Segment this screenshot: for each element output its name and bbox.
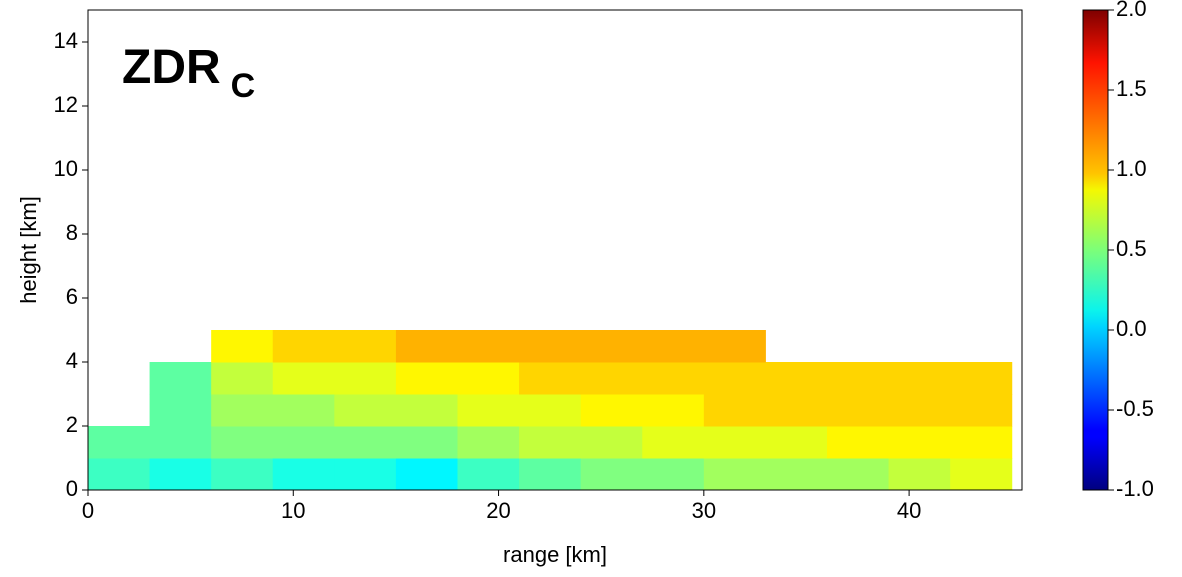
heatmap-cell — [765, 458, 828, 491]
heatmap-cell — [334, 394, 397, 427]
annotation-subscript: C — [231, 67, 256, 105]
heatmap-cell — [395, 330, 458, 363]
heatmap-cell — [149, 458, 212, 491]
heatmap-cell — [888, 458, 951, 491]
heatmap-cell — [519, 394, 582, 427]
annotation-text: ZDR — [122, 41, 221, 94]
heatmap-cell — [826, 362, 890, 395]
x-tick-label: 30 — [692, 498, 716, 523]
heatmap-cell — [272, 362, 335, 395]
heatmap-cell — [395, 458, 458, 491]
heatmap-cell — [272, 330, 335, 363]
heatmap-cell — [826, 394, 890, 427]
heatmap-cell — [211, 362, 274, 395]
heatmap-cell — [580, 362, 643, 395]
heatmap-cell — [334, 426, 397, 459]
heatmap-cell — [642, 330, 705, 363]
heatmap-cell — [703, 362, 766, 395]
heatmap-cell — [888, 362, 951, 395]
heatmap-cell — [149, 362, 212, 395]
heatmap-cell — [149, 426, 212, 459]
heatmap-cell — [88, 458, 151, 491]
heatmap-cell — [703, 330, 766, 363]
heatmap-cell — [826, 426, 890, 459]
colorbar-tick-label: 0.5 — [1116, 236, 1147, 261]
heatmap-cell — [950, 362, 1013, 395]
colorbar — [1082, 9, 1109, 491]
heatmap-cell — [334, 362, 397, 395]
heatmap-cell — [765, 426, 828, 459]
annotation: ZDR C — [122, 41, 255, 105]
heatmap-cell — [334, 458, 397, 491]
heatmap-cell — [888, 394, 951, 427]
y-tick-label: 0 — [66, 476, 78, 501]
heatmap-cell — [826, 458, 890, 491]
heatmap-cell — [888, 426, 951, 459]
y-tick-label: 4 — [66, 348, 78, 373]
heatmap-cell — [703, 394, 766, 427]
heatmap-cell — [642, 394, 705, 427]
x-tick-label: 0 — [82, 498, 94, 523]
heatmap-cell — [395, 426, 458, 459]
heatmap-cell — [703, 426, 766, 459]
heatmap-cell — [334, 330, 397, 363]
y-tick-label: 14 — [54, 28, 78, 53]
heatmap-cell — [580, 394, 643, 427]
x-axis-label: range [km] — [503, 542, 607, 567]
y-tick-label: 2 — [66, 412, 78, 437]
x-tick-label: 20 — [486, 498, 510, 523]
plot-frame — [87, 9, 1023, 491]
heatmap-cell — [211, 458, 274, 491]
heatmap-cell — [88, 426, 151, 459]
heatmap-cell — [580, 426, 643, 459]
heatmap-cell — [950, 394, 1013, 427]
colorbar-tick-label: 0.0 — [1116, 316, 1147, 341]
colorbar-tick-label: -1.0 — [1116, 476, 1154, 501]
heatmap-cell — [950, 426, 1013, 459]
x-tick-label: 10 — [281, 498, 305, 523]
heatmap-cell — [211, 330, 274, 363]
heatmap-cell — [457, 394, 520, 427]
y-tick-label: 8 — [66, 220, 78, 245]
heatmap-cell — [457, 330, 520, 363]
heatmap-cell — [211, 394, 274, 427]
heatmap-cell — [149, 394, 212, 427]
heatmap-cell — [765, 362, 828, 395]
heatmap-cell — [457, 426, 520, 459]
heatmap-cell — [211, 426, 274, 459]
heatmap-cell — [272, 426, 335, 459]
heatmap-cell — [519, 362, 582, 395]
heatmap-cell — [580, 458, 643, 491]
heatmap-cell — [395, 394, 458, 427]
colorbar-tick-label: 1.5 — [1116, 76, 1147, 101]
heatmap — [88, 330, 1013, 491]
heatmap-cell — [457, 362, 520, 395]
heatmap-cell — [703, 458, 766, 491]
heatmap-cell — [395, 362, 458, 395]
colorbar-tick-label: 1.0 — [1116, 156, 1147, 181]
y-tick-label: 6 — [66, 284, 78, 309]
heatmap-cell — [642, 426, 705, 459]
heatmap-cell — [642, 362, 705, 395]
heatmap-cell — [765, 394, 828, 427]
heatmap-cell — [519, 458, 582, 491]
y-tick-label: 12 — [54, 92, 78, 117]
colorbar-tick-label: -0.5 — [1116, 396, 1154, 421]
y-tick-label: 10 — [54, 156, 78, 181]
heatmap-cell — [272, 458, 335, 491]
heatmap-cell — [519, 330, 582, 363]
colorbar-tick-label: 2.0 — [1116, 0, 1147, 21]
heatmap-cell — [642, 458, 705, 491]
heatmap-cell — [519, 426, 582, 459]
heatmap-cell — [950, 458, 1013, 491]
heatmap-cell — [272, 394, 335, 427]
y-axis-label: height [km] — [16, 196, 41, 304]
heatmap-cell — [457, 458, 520, 491]
x-tick-label: 40 — [897, 498, 921, 523]
heatmap-cell — [580, 330, 643, 363]
